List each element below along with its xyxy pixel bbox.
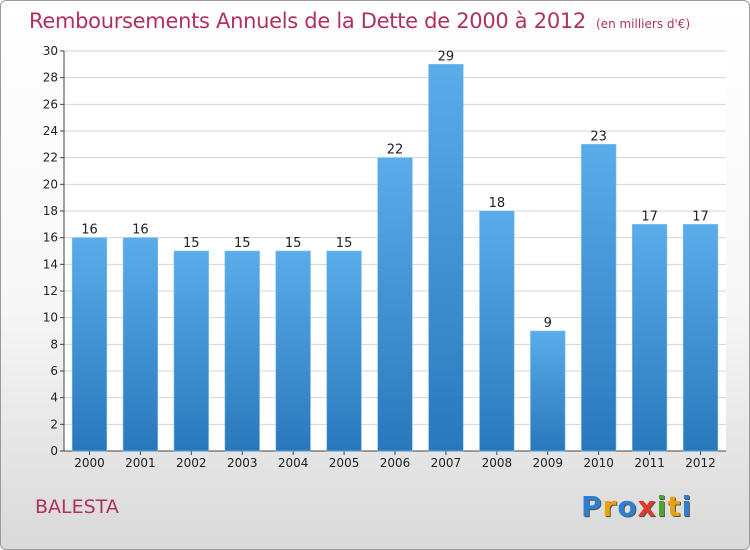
y-tick-label: 30 <box>43 44 58 58</box>
value-label-2006: 22 <box>387 143 404 158</box>
value-label-2011: 17 <box>641 209 658 224</box>
value-label-2009: 9 <box>544 316 552 331</box>
logo-letter: x <box>637 490 657 523</box>
y-tick-label: 24 <box>43 124 58 138</box>
y-tick-label: 20 <box>43 177 58 191</box>
bar-2003 <box>224 250 260 452</box>
labels: 0246810121416182022242628301620001620011… <box>43 44 716 470</box>
y-tick-label: 12 <box>43 284 58 298</box>
bar-2001 <box>122 237 158 452</box>
x-tick-label-2000: 2000 <box>74 456 105 470</box>
bar-2008 <box>479 210 515 452</box>
proxiti-logo: Proxiti <box>581 490 692 523</box>
x-tick-label-2001: 2001 <box>125 456 156 470</box>
value-label-2004: 15 <box>285 236 302 251</box>
x-tick-label-2005: 2005 <box>329 456 360 470</box>
y-tick-label: 26 <box>43 97 58 111</box>
logo-letter: P <box>581 490 603 523</box>
y-tick-label: 6 <box>50 364 58 378</box>
value-label-2010: 23 <box>590 129 607 144</box>
bar-2006 <box>377 157 413 452</box>
y-tick-label: 8 <box>50 337 58 351</box>
x-tick-label-2004: 2004 <box>278 456 309 470</box>
y-tick-label: 16 <box>43 231 58 245</box>
logo-letter: t <box>667 490 682 523</box>
x-tick-label-2010: 2010 <box>583 456 614 470</box>
bars <box>71 64 719 452</box>
bar-2007 <box>428 64 464 452</box>
bar-2005 <box>326 250 362 452</box>
chart-title: Remboursements Annuels de la Dette de 20… <box>29 9 690 33</box>
value-label-2012: 17 <box>692 209 709 224</box>
bar-2000 <box>71 237 108 452</box>
y-tick-label: 2 <box>50 417 58 431</box>
value-label-2008: 18 <box>489 196 506 211</box>
x-tick-label-2006: 2006 <box>380 456 411 470</box>
bar-2004 <box>275 250 311 452</box>
value-label-2000: 16 <box>81 223 98 238</box>
bar-2010 <box>581 144 617 452</box>
x-tick-label-2009: 2009 <box>532 456 563 470</box>
x-tick-label-2012: 2012 <box>685 456 716 470</box>
y-tick-label: 28 <box>43 71 58 85</box>
logo-letter: i <box>681 490 693 523</box>
chart-unit: (en milliers d'€) <box>596 17 691 31</box>
value-label-2001: 16 <box>132 223 149 238</box>
x-tick-label-2002: 2002 <box>176 456 207 470</box>
value-label-2002: 15 <box>183 236 200 251</box>
logo-letter: o <box>617 490 638 523</box>
y-tick-label: 10 <box>43 311 58 325</box>
chart-title-text: Remboursements Annuels de la Dette de 20… <box>29 9 586 33</box>
logo-letter: i <box>656 490 668 523</box>
x-tick-label-2008: 2008 <box>482 456 513 470</box>
y-tick-label: 14 <box>43 257 58 271</box>
value-label-2003: 15 <box>234 236 251 251</box>
y-tick-label: 18 <box>43 204 58 218</box>
bar-2011 <box>632 224 668 452</box>
y-tick-label: 0 <box>50 444 58 458</box>
y-tick-label: 22 <box>43 151 58 165</box>
bar-2009 <box>530 330 566 452</box>
bar-2002 <box>173 250 209 452</box>
x-tick-label-2003: 2003 <box>227 456 258 470</box>
commune-name: BALESTA <box>35 496 119 518</box>
bar-2012 <box>682 224 719 452</box>
logo-letter: r <box>602 490 618 523</box>
x-tick-label-2011: 2011 <box>634 456 665 470</box>
value-label-2005: 15 <box>336 236 353 251</box>
x-tick-label-2007: 2007 <box>431 456 462 470</box>
value-label-2007: 29 <box>438 49 455 64</box>
y-tick-label: 4 <box>50 391 58 405</box>
